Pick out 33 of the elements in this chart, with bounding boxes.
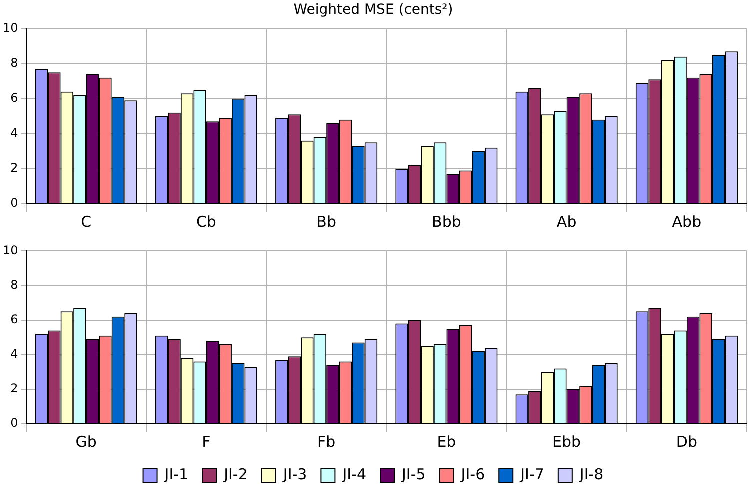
x-tick-label: Gb — [76, 432, 97, 451]
x-tick-label: F — [202, 432, 211, 451]
legend-label: JI-7 — [520, 465, 544, 484]
x-tick-label: Cb — [196, 212, 216, 231]
x-tick-label: Bb — [316, 212, 336, 231]
x-tick-label: Fb — [317, 432, 336, 451]
legend-label: JI-6 — [460, 465, 486, 484]
y-tick-label: 10 — [2, 243, 18, 258]
legend-label: JI-4 — [342, 465, 367, 484]
x-tick-label: Eb — [437, 432, 456, 451]
y-tick-label: 0 — [10, 416, 18, 430]
x-tick-label: Ebb — [552, 432, 582, 451]
y-tick-label: 10 — [2, 20, 18, 35]
legend-label: JI-1 — [164, 465, 189, 484]
y-tick-label: 2 — [10, 382, 18, 396]
x-tick-label: Db — [676, 432, 698, 451]
y-tick-label: 4 — [10, 347, 18, 362]
chart-title: Weighted MSE (cents²) — [294, 2, 454, 18]
x-tick-label: Abb — [672, 212, 702, 231]
legend-label: JI-5 — [401, 465, 426, 484]
x-tick-label: C — [81, 212, 92, 231]
y-tick-label: 8 — [10, 278, 18, 292]
y-tick-label: 6 — [10, 312, 18, 326]
y-tick-label: 6 — [10, 91, 18, 106]
legend-label: JI-8 — [578, 465, 604, 484]
y-tick-label: 4 — [10, 126, 18, 140]
x-tick-label: Bbb — [432, 212, 462, 231]
y-tick-label: 8 — [10, 56, 18, 70]
y-tick-label: 2 — [10, 161, 18, 176]
legend-label: JI-3 — [282, 465, 308, 484]
x-tick-label: Ab — [556, 212, 577, 231]
legend-label: JI-2 — [223, 465, 248, 484]
y-tick-label: 0 — [10, 196, 18, 210]
